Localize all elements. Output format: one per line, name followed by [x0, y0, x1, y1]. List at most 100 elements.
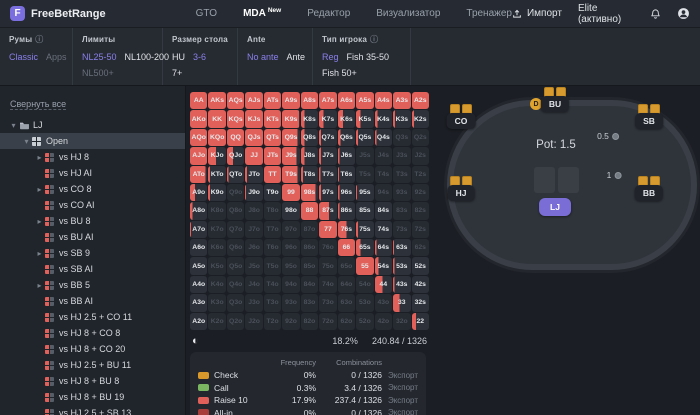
tree-item[interactable]: vs SB AI [0, 261, 185, 277]
hand-cell-A4s[interactable]: A4s [374, 92, 393, 110]
hand-cell-82s[interactable]: 82s [411, 202, 429, 220]
hand-cell-K4o[interactable]: K4o [208, 275, 226, 294]
hand-cell-86s[interactable]: 86s [337, 202, 356, 220]
import-button[interactable]: Импорт [512, 8, 562, 19]
hand-cell-55[interactable]: 55 [356, 257, 374, 275]
filter-option[interactable]: 3-6 [193, 52, 207, 62]
hand-cell-QTs[interactable]: QTs [263, 128, 282, 147]
hand-cell-AQo[interactable]: AQo [190, 128, 208, 147]
hand-cell-64o[interactable]: 64o [337, 275, 356, 294]
filter-option[interactable]: Fish 50+ [322, 68, 357, 78]
hand-cell-K3o[interactable]: K3o [208, 294, 226, 312]
hand-cell-65s[interactable]: 65s [356, 239, 374, 257]
hand-cell-Q5o[interactable]: Q5o [226, 257, 245, 275]
hand-cell-95o[interactable]: 95o [282, 257, 300, 275]
hand-cell-82o[interactable]: 82o [300, 312, 319, 330]
hand-cell-63s[interactable]: 63s [393, 239, 411, 257]
hand-cell-A9s[interactable]: A9s [282, 92, 300, 110]
filter-option[interactable]: NL100-200 [124, 52, 170, 62]
filter-option[interactable]: 7+ [172, 68, 183, 78]
hand-cell-76s[interactable]: 76s [337, 220, 356, 239]
hand-cell-QTo[interactable]: QTo [226, 165, 245, 183]
tree-item[interactable]: ▸ vs BU 8 [0, 213, 185, 229]
export-link[interactable]: Экспорт [387, 370, 418, 380]
hand-cell-ATs[interactable]: ATs [263, 92, 282, 110]
hand-cell-KJo[interactable]: KJo [208, 147, 226, 165]
hand-cell-75s[interactable]: 75s [356, 220, 374, 239]
tree-item[interactable]: ▸ vs CO 8 [0, 181, 185, 197]
hand-cell-96s[interactable]: 96s [337, 183, 356, 202]
hand-cell-42o[interactable]: 42o [374, 312, 393, 330]
hand-cell-94s[interactable]: 94s [374, 183, 393, 202]
tree-item[interactable]: vs HJ 8 + BU 8 [0, 373, 185, 389]
hand-cell-K6o[interactable]: K6o [208, 239, 226, 257]
hand-cell-43s[interactable]: 43s [393, 275, 411, 294]
hand-cell-Q3s[interactable]: Q3s [393, 128, 411, 147]
hand-cell-AKs[interactable]: AKs [208, 92, 226, 110]
hand-cell-A8o[interactable]: A8o [190, 202, 208, 220]
hand-cell-Q2o[interactable]: Q2o [226, 312, 245, 330]
hand-cell-T6s[interactable]: T6s [337, 165, 356, 183]
hand-cell-T7s[interactable]: T7s [319, 165, 337, 183]
hand-cell-K3s[interactable]: K3s [393, 110, 411, 128]
hand-cell-54o[interactable]: 54o [356, 275, 374, 294]
hand-cell-J6o[interactable]: J6o [245, 239, 263, 257]
hand-cell-92o[interactable]: 92o [282, 312, 300, 330]
filter-option[interactable]: Fish 35-50 [346, 52, 390, 62]
hand-cell-J3o[interactable]: J3o [245, 294, 263, 312]
hand-cell-62o[interactable]: 62o [337, 312, 356, 330]
hand-cell-87s[interactable]: 87s [319, 202, 337, 220]
hand-cell-T5o[interactable]: T5o [263, 257, 282, 275]
tree-item[interactable]: vs HJ AI [0, 165, 185, 181]
nav-item-visualizer[interactable]: Визуализатор [376, 8, 440, 19]
hand-cell-62s[interactable]: 62s [411, 239, 429, 257]
hand-cell-97s[interactable]: 97s [319, 183, 337, 202]
hand-cell-K9o[interactable]: K9o [208, 183, 226, 202]
hand-cell-64s[interactable]: 64s [374, 239, 393, 257]
hand-cell-A4o[interactable]: A4o [190, 275, 208, 294]
hand-cell-Q9o[interactable]: Q9o [226, 183, 245, 202]
hand-cell-ATo[interactable]: ATo [190, 165, 208, 183]
hand-cell-Q6o[interactable]: Q6o [226, 239, 245, 257]
tree-item[interactable]: vs HJ 2.5 + SB 13 [0, 405, 185, 415]
hand-cell-Q4o[interactable]: Q4o [226, 275, 245, 294]
hand-cell-T8o[interactable]: T8o [263, 202, 282, 220]
tree-item[interactable]: vs HJ 8 + CO 8 [0, 325, 185, 341]
hand-cell-Q8s[interactable]: Q8s [300, 128, 319, 147]
hand-cell-52o[interactable]: 52o [356, 312, 374, 330]
hand-cell-A9o[interactable]: A9o [190, 183, 208, 202]
tree-item[interactable]: ▸ vs BB 5 [0, 277, 185, 293]
hand-cell-73s[interactable]: 73s [393, 220, 411, 239]
hand-cell-K8o[interactable]: K8o [208, 202, 226, 220]
export-link[interactable]: Экспорт [387, 408, 418, 415]
hand-cell-83s[interactable]: 83s [393, 202, 411, 220]
hand-cell-54s[interactable]: 54s [374, 257, 393, 275]
hand-cell-T9s[interactable]: T9s [282, 165, 300, 183]
tree-item[interactable]: vs HJ 8 + BU 19 [0, 389, 185, 405]
hand-cell-T9o[interactable]: T9o [263, 183, 282, 202]
hand-cell-85s[interactable]: 85s [356, 202, 374, 220]
hand-cell-T3o[interactable]: T3o [263, 294, 282, 312]
hand-cell-K9s[interactable]: K9s [282, 110, 300, 128]
hand-cell-QJs[interactable]: QJs [245, 128, 263, 147]
nav-item-editor[interactable]: Редактор [307, 8, 350, 19]
hand-cell-97o[interactable]: 97o [282, 220, 300, 239]
hand-cell-87o[interactable]: 87o [300, 220, 319, 239]
hand-cell-Q7s[interactable]: Q7s [319, 128, 337, 147]
hand-cell-T4o[interactable]: T4o [263, 275, 282, 294]
hand-cell-77[interactable]: 77 [319, 220, 337, 239]
nav-item-mda[interactable]: MDA New [243, 7, 281, 19]
hand-cell-A5s[interactable]: A5s [356, 92, 374, 110]
hand-cell-QJo[interactable]: QJo [226, 147, 245, 165]
hand-cell-KK[interactable]: KK [208, 110, 226, 128]
hand-cell-KQo[interactable]: KQo [208, 128, 226, 147]
caret-down-icon[interactable]: ▾ [24, 136, 29, 146]
nav-item-gto[interactable]: GTO [196, 8, 217, 19]
tree-item[interactable]: vs BB AI [0, 293, 185, 309]
caret-right-icon[interactable]: ▸ [37, 280, 42, 290]
hand-cell-K4s[interactable]: K4s [374, 110, 393, 128]
position-badge-lj[interactable]: LJ [539, 198, 571, 216]
hand-cell-KJs[interactable]: KJs [245, 110, 263, 128]
hand-cell-52s[interactable]: 52s [411, 257, 429, 275]
hand-cell-J8o[interactable]: J8o [245, 202, 263, 220]
